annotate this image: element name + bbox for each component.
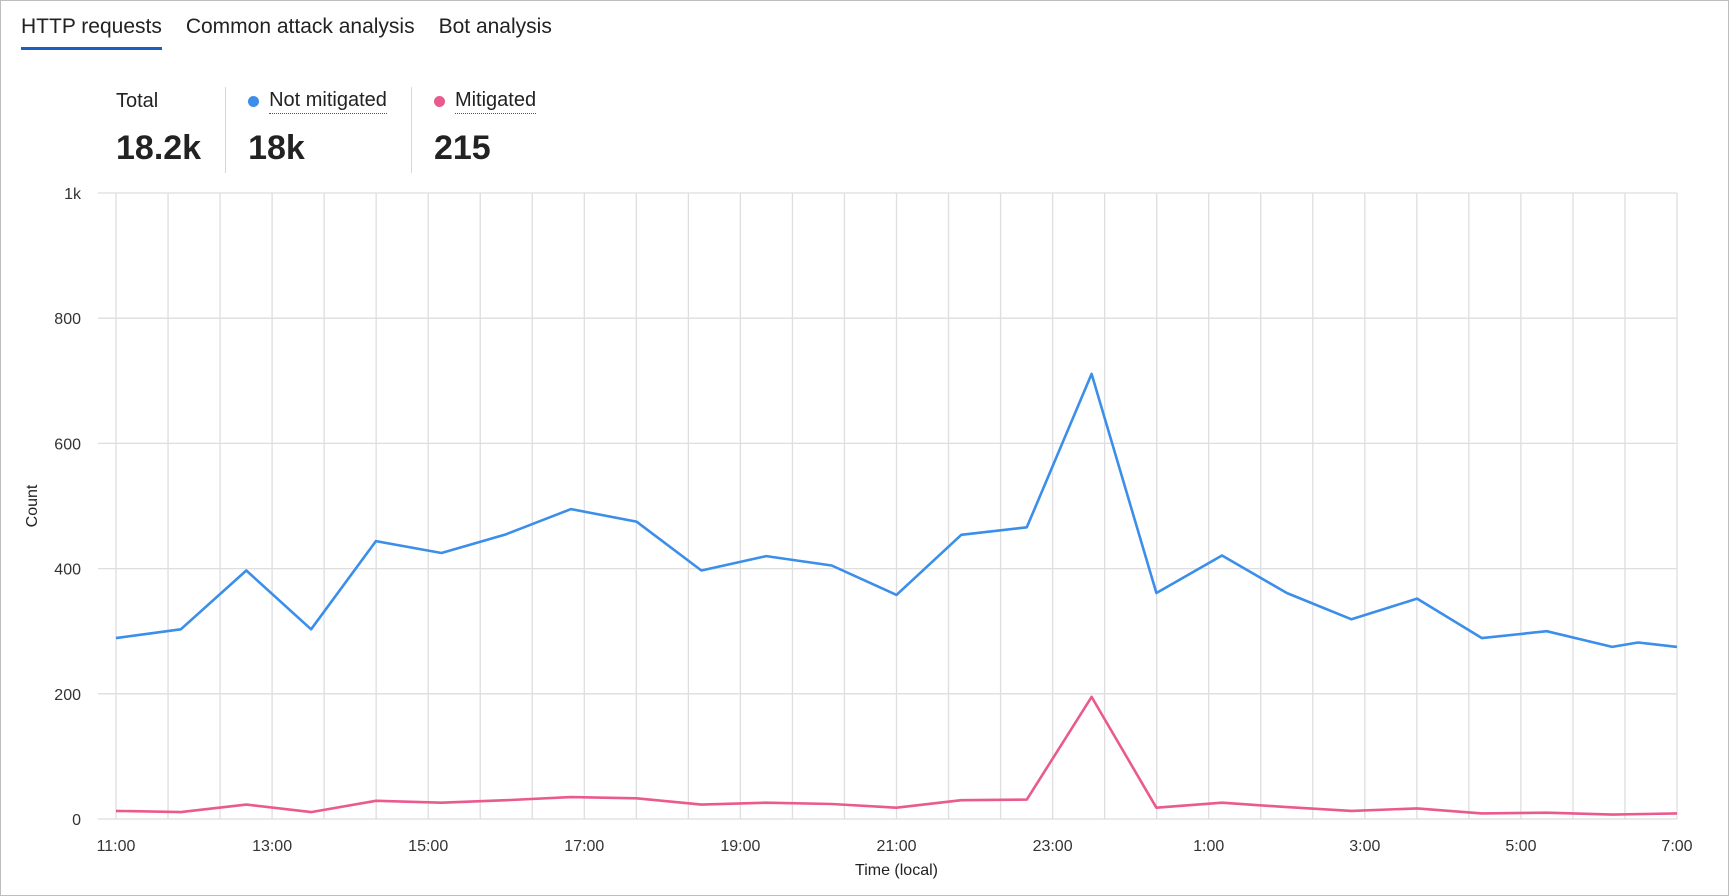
metric-not-mitigated: Not mitigated 18k: [225, 87, 411, 173]
metric-not-mitigated-value: 18k: [248, 129, 305, 167]
metric-not-mitigated-label[interactable]: Not mitigated: [269, 89, 387, 114]
series-line-mitigated: [115, 695, 1678, 816]
x-tick-label: 21:00: [876, 838, 916, 855]
y-tick-label: 800: [54, 311, 81, 328]
metric-mitigated-value: 215: [433, 129, 491, 167]
x-axis-title: Time (local): [855, 862, 938, 879]
x-tick-label: 3:00: [1349, 838, 1380, 855]
metric-total-value: 18.2k: [116, 129, 202, 167]
x-tick-label: 15:00: [408, 838, 448, 855]
tab-http-requests[interactable]: HTTP requests: [21, 13, 162, 50]
x-tick-label: 13:00: [252, 838, 292, 855]
y-tick-label: 400: [54, 562, 81, 579]
y-tick-label: 0: [72, 812, 81, 829]
mitigated-legend-dot: [433, 95, 445, 107]
x-tick-label: 17:00: [564, 838, 604, 855]
tab-common-attack-analysis[interactable]: Common attack analysis: [185, 15, 415, 38]
x-tick-label: 19:00: [720, 838, 760, 855]
metric-mitigated-label[interactable]: Mitigated: [454, 89, 537, 114]
y-tick-label: 1k: [64, 186, 82, 203]
metric-total: Total 18.2k: [116, 87, 225, 173]
x-tick-label: 23:00: [1033, 838, 1073, 855]
tab-bot-analysis[interactable]: Bot analysis: [438, 15, 552, 38]
y-tick-label: 200: [54, 687, 81, 704]
x-tick-label: 5:00: [1505, 838, 1536, 855]
chart-grid: [98, 192, 1678, 820]
metric-total-label: Total: [116, 89, 159, 112]
x-tick-label: 7:00: [1661, 838, 1692, 855]
summary-metrics: Total 18.2k Not mitigated 18k Mitigated …: [116, 87, 560, 173]
metric-mitigated: Mitigated 215: [410, 87, 560, 173]
not-mitigated-legend-dot: [248, 95, 260, 107]
series-line-not-mitigated: [115, 372, 1678, 649]
y-tick-label: 600: [54, 436, 81, 453]
x-tick-label: 1:00: [1193, 838, 1224, 855]
chart-series: [115, 372, 1678, 816]
tab-bar: HTTP requests Common attack analysis Bot…: [21, 13, 552, 50]
y-axis-title: Count: [24, 484, 41, 527]
chart-tick-labels: 0 200 400 600 800 1k 11:00 13:00 15:00 17:00 19:00…: [54, 186, 1692, 855]
x-tick-label: 11:00: [97, 838, 136, 855]
